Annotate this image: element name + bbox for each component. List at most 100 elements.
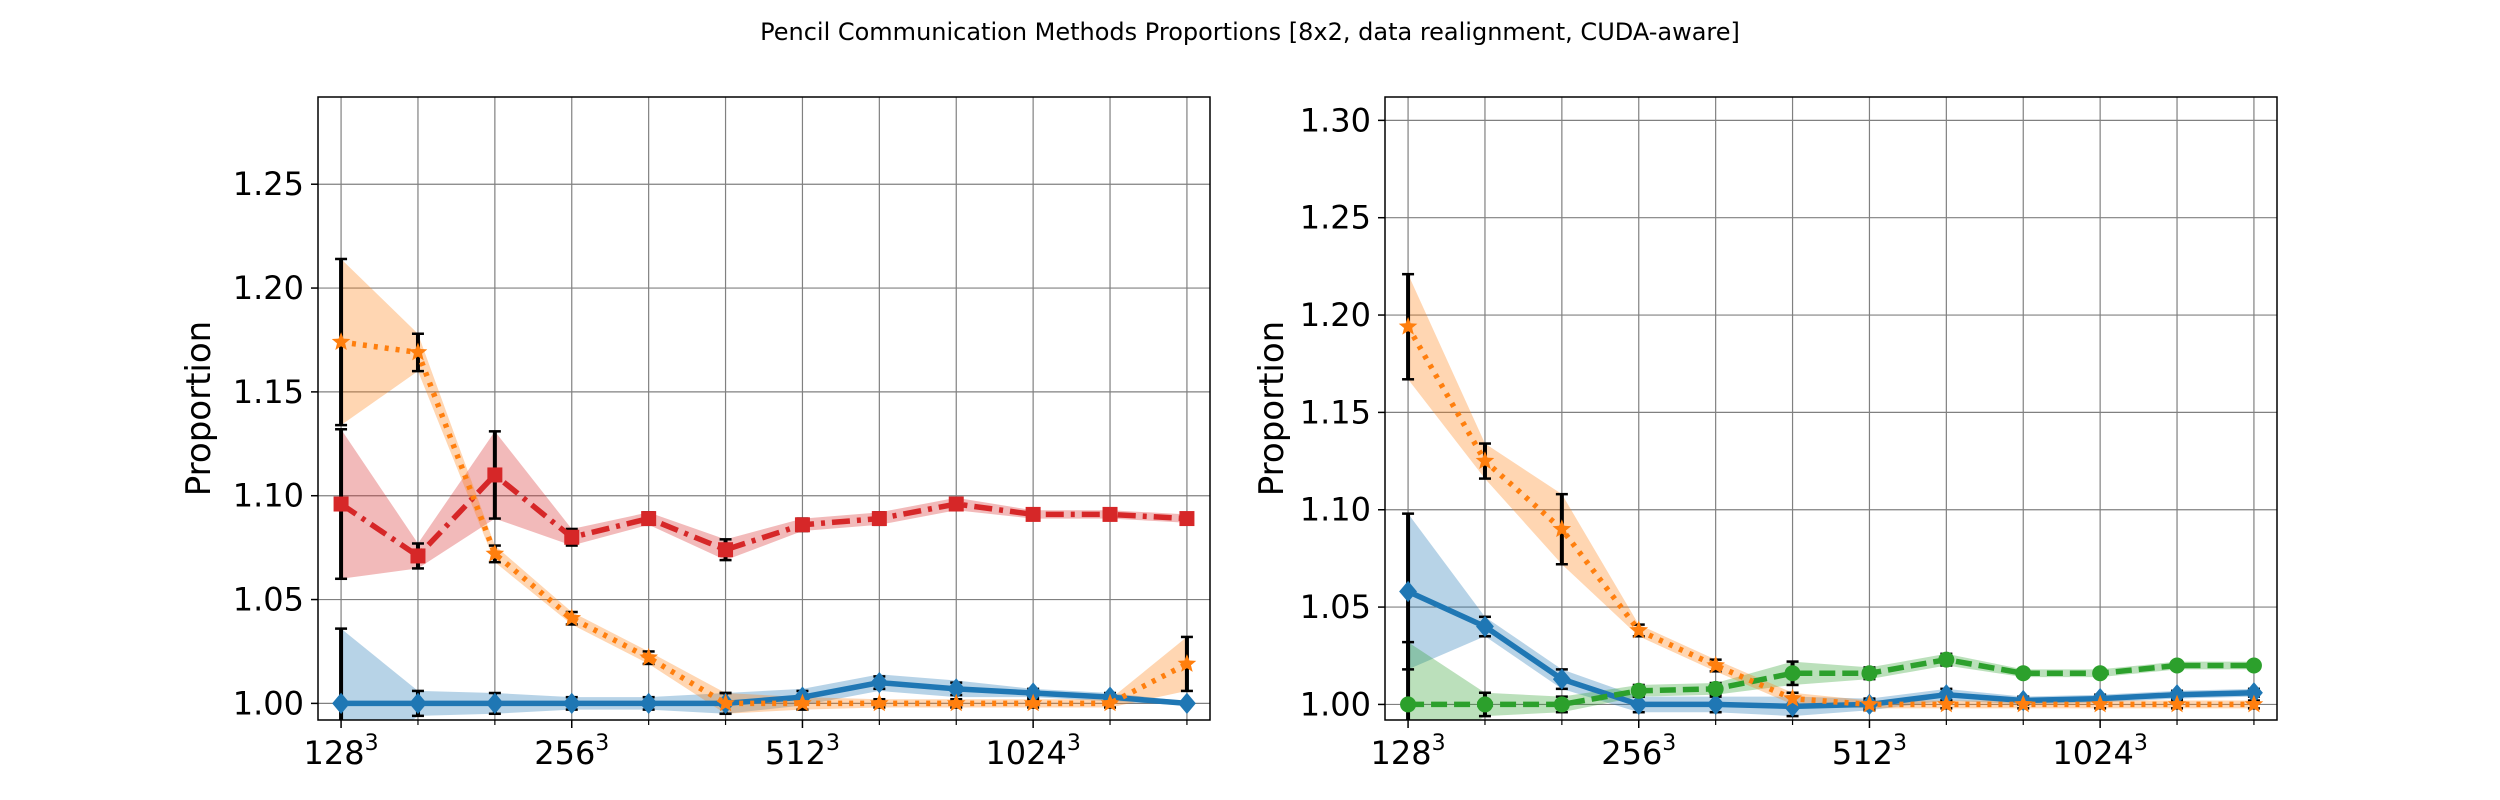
x-tick-label: 5123 bbox=[1832, 731, 1907, 772]
plot-frame bbox=[1384, 96, 2278, 721]
x-tick-exponent: 3 bbox=[826, 731, 840, 756]
x-tick-label: 1283 bbox=[1371, 731, 1446, 772]
data-point bbox=[1178, 692, 1196, 715]
data-point bbox=[1630, 682, 1647, 699]
data-point bbox=[1860, 694, 1879, 713]
data-point bbox=[2090, 694, 2110, 713]
x-tick-label: 2563 bbox=[1601, 731, 1676, 772]
y-tick-label: 1.05 bbox=[233, 581, 304, 619]
data-point bbox=[1707, 680, 1724, 697]
data-point bbox=[794, 517, 810, 533]
data-point bbox=[870, 693, 889, 712]
data-point bbox=[870, 671, 889, 694]
data-point bbox=[1553, 696, 1570, 713]
series-band bbox=[1408, 274, 2254, 709]
data-point bbox=[1398, 316, 1418, 335]
data-point bbox=[1629, 620, 1649, 639]
data-point bbox=[562, 608, 582, 627]
y-tick-label: 1.20 bbox=[1300, 296, 1371, 334]
y-tick-label: 1.00 bbox=[233, 684, 304, 722]
data-point bbox=[2169, 657, 2186, 674]
series-line bbox=[340, 339, 1189, 707]
series-line bbox=[1408, 656, 2254, 708]
y-axis-label: Proportion bbox=[1252, 321, 1292, 496]
y-tick-label: 1.20 bbox=[233, 269, 304, 307]
data-point bbox=[562, 692, 581, 715]
x-tick-exponent: 3 bbox=[595, 731, 609, 756]
data-point bbox=[1023, 693, 1043, 712]
series-line bbox=[1406, 589, 2255, 710]
y-tick-label: 1.10 bbox=[233, 477, 304, 515]
data-point bbox=[410, 548, 426, 564]
plot-frame bbox=[317, 96, 1211, 721]
data-point bbox=[2013, 694, 2033, 713]
data-point bbox=[331, 332, 351, 350]
data-point bbox=[409, 692, 427, 715]
x-tick-exponent: 3 bbox=[1893, 731, 1907, 756]
data-point bbox=[2244, 694, 2264, 713]
data-point bbox=[1552, 668, 1571, 690]
data-point bbox=[487, 467, 503, 483]
x-tick-exponent: 3 bbox=[2134, 731, 2148, 756]
data-point bbox=[1937, 694, 1956, 713]
data-point bbox=[639, 692, 658, 715]
data-point bbox=[2015, 665, 2032, 682]
data-point bbox=[485, 692, 504, 715]
data-point bbox=[2092, 665, 2109, 682]
data-point bbox=[1179, 511, 1195, 527]
data-point bbox=[408, 342, 428, 361]
x-tick-base: 1024 bbox=[2052, 734, 2133, 772]
y-tick-label: 1.15 bbox=[1300, 393, 1371, 431]
data-point bbox=[2245, 657, 2262, 674]
data-point bbox=[1783, 688, 1802, 707]
data-point bbox=[948, 496, 964, 512]
data-point bbox=[1399, 580, 1417, 603]
data-point bbox=[333, 496, 349, 512]
y-axis-label: Proportion bbox=[179, 321, 219, 496]
data-point bbox=[1706, 655, 1725, 674]
x-tick-base: 512 bbox=[765, 734, 826, 772]
data-point bbox=[1475, 451, 1495, 469]
data-point bbox=[1100, 693, 1120, 712]
x-tick-base: 1024 bbox=[985, 734, 1066, 772]
data-point bbox=[485, 544, 505, 562]
grid bbox=[318, 97, 1210, 720]
data-point bbox=[793, 693, 812, 712]
x-tick-label: 10243 bbox=[2052, 731, 2147, 772]
data-point bbox=[716, 693, 735, 712]
x-tick-label: 2563 bbox=[534, 731, 609, 772]
data-point bbox=[2167, 694, 2187, 713]
data-point bbox=[332, 692, 350, 715]
y-tick-label: 1.25 bbox=[233, 165, 304, 203]
x-tick-base: 256 bbox=[534, 734, 595, 772]
data-point bbox=[2245, 682, 2263, 704]
data-point bbox=[947, 678, 966, 700]
data-point bbox=[1783, 695, 1802, 717]
data-point bbox=[1938, 651, 1955, 668]
x-tick-exponent: 3 bbox=[365, 731, 379, 756]
grid bbox=[1385, 97, 2277, 720]
y-tick-label: 1.30 bbox=[1300, 101, 1371, 139]
data-point bbox=[1476, 696, 1493, 713]
data-point bbox=[1400, 696, 1417, 713]
data-point bbox=[1102, 506, 1118, 522]
series-band bbox=[1408, 642, 2254, 720]
series-line bbox=[341, 679, 1188, 707]
x-tick-exponent: 3 bbox=[1662, 731, 1676, 756]
data-point bbox=[1629, 693, 1648, 716]
x-tick-base: 128 bbox=[304, 734, 365, 772]
data-point bbox=[1476, 615, 1494, 638]
x-tick-label: 5123 bbox=[765, 731, 840, 772]
series-band bbox=[341, 258, 1187, 714]
data-point bbox=[718, 542, 734, 558]
x-tick-base: 128 bbox=[1371, 734, 1432, 772]
series-band bbox=[341, 628, 1187, 720]
data-point bbox=[1024, 682, 1043, 704]
data-point bbox=[1552, 519, 1572, 538]
series-band bbox=[341, 429, 1187, 579]
plot-area bbox=[331, 257, 1197, 720]
data-point bbox=[1025, 506, 1041, 522]
